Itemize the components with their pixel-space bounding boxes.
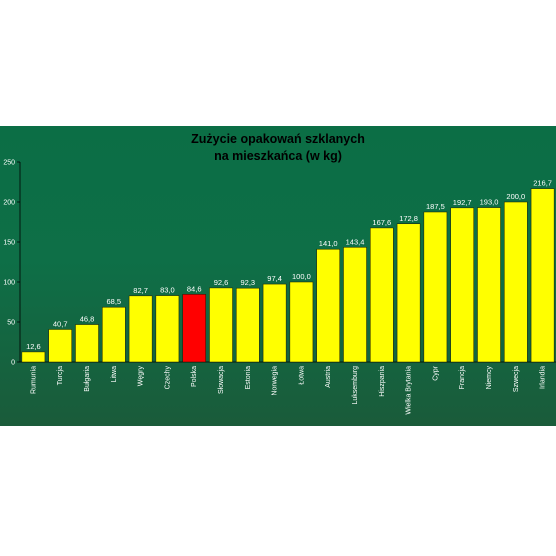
- category-label-14: Wielka Brytania: [406, 366, 413, 415]
- category-label-16: Francja: [459, 366, 466, 389]
- category-label-8: Estonia: [245, 366, 252, 389]
- data-label-14: 172,8: [399, 214, 418, 223]
- bar-11: [316, 248, 340, 363]
- y-tick-label: 50: [7, 320, 15, 327]
- bar-4: [128, 295, 153, 363]
- bar-1: [48, 329, 72, 363]
- bar-0: [21, 351, 46, 363]
- y-tick-label: 250: [3, 160, 15, 167]
- bar-15: [423, 211, 448, 363]
- category-label-6: Polska: [191, 366, 198, 387]
- data-label-12: 143,4: [346, 237, 365, 246]
- bar-3: [102, 306, 126, 363]
- data-label-18: 200,0: [506, 192, 525, 201]
- bar-chart: 0 50 100 150 200 250 12,6 Rumunia 40,7 Turcja 46,8…: [3, 160, 556, 415]
- data-label-11: 141,0: [319, 239, 338, 248]
- category-label-4: Węgry: [138, 366, 145, 387]
- category-label-3: Litwa: [111, 366, 118, 382]
- data-label-6: 84,6: [187, 284, 202, 293]
- category-label-1: Turcja: [57, 366, 64, 385]
- category-label-17: Niemcy: [486, 366, 493, 390]
- category-label-5: Czechy: [164, 366, 171, 390]
- category-label-18: Szwecja: [513, 366, 520, 392]
- data-label-10: 100,0: [292, 272, 311, 281]
- chart-title-line-1: Zużycie opakowań szklanych: [191, 132, 365, 146]
- bar-18: [504, 201, 528, 363]
- bar-17: [477, 207, 501, 363]
- bar-2: [75, 324, 99, 363]
- bar-5: [155, 295, 180, 363]
- data-label-19: 216,7: [533, 179, 552, 188]
- bar-14: [396, 223, 421, 363]
- data-label-3: 68,5: [106, 297, 121, 306]
- chart-panel: Zużycie opakowań szklanych na mieszkańca…: [0, 126, 556, 426]
- chart-title-line-2: na mieszkańca (w kg): [214, 149, 342, 163]
- bar-6: [182, 294, 206, 363]
- data-label-13: 167,6: [372, 218, 391, 227]
- data-label-17: 193,0: [480, 198, 499, 207]
- category-label-7: Słowacja: [218, 366, 225, 394]
- bar-9: [262, 283, 287, 363]
- data-label-15: 187,5: [426, 202, 445, 211]
- chart-title: Zużycie opakowań szklanych na mieszkańca…: [0, 131, 556, 165]
- bar-16: [450, 207, 474, 363]
- bar-19: [530, 188, 555, 363]
- data-label-16: 192,7: [453, 198, 472, 207]
- data-label-9: 97,4: [267, 274, 282, 283]
- bar-7: [209, 287, 233, 363]
- category-label-9: Norwegia: [272, 366, 279, 396]
- category-label-19: Irlandia: [540, 366, 547, 389]
- category-label-2: Bułgaria: [84, 366, 91, 392]
- y-tick-label: 0: [11, 360, 15, 367]
- y-tick-label: 200: [3, 200, 15, 207]
- category-label-0: Rumunia: [30, 366, 37, 394]
- category-label-11: Austria: [325, 366, 332, 388]
- bar-12: [343, 247, 367, 363]
- data-label-1: 40,7: [53, 319, 68, 328]
- data-label-7: 92,6: [214, 278, 229, 287]
- bar-10: [289, 281, 314, 363]
- data-label-4: 82,7: [133, 286, 148, 295]
- data-label-0: 12,6: [26, 342, 41, 351]
- category-label-12: Luksemburg: [352, 366, 359, 405]
- category-label-10: Łotwa: [298, 366, 305, 385]
- data-label-2: 46,8: [80, 315, 95, 324]
- category-label-15: Cypr: [432, 365, 439, 380]
- data-label-5: 83,0: [160, 286, 175, 295]
- y-tick-label: 100: [3, 280, 15, 287]
- data-label-8: 92,3: [240, 278, 255, 287]
- bar-13: [370, 227, 394, 363]
- category-label-13: Hiszpania: [379, 366, 386, 397]
- y-tick-label: 150: [3, 240, 15, 247]
- bar-8: [236, 287, 260, 363]
